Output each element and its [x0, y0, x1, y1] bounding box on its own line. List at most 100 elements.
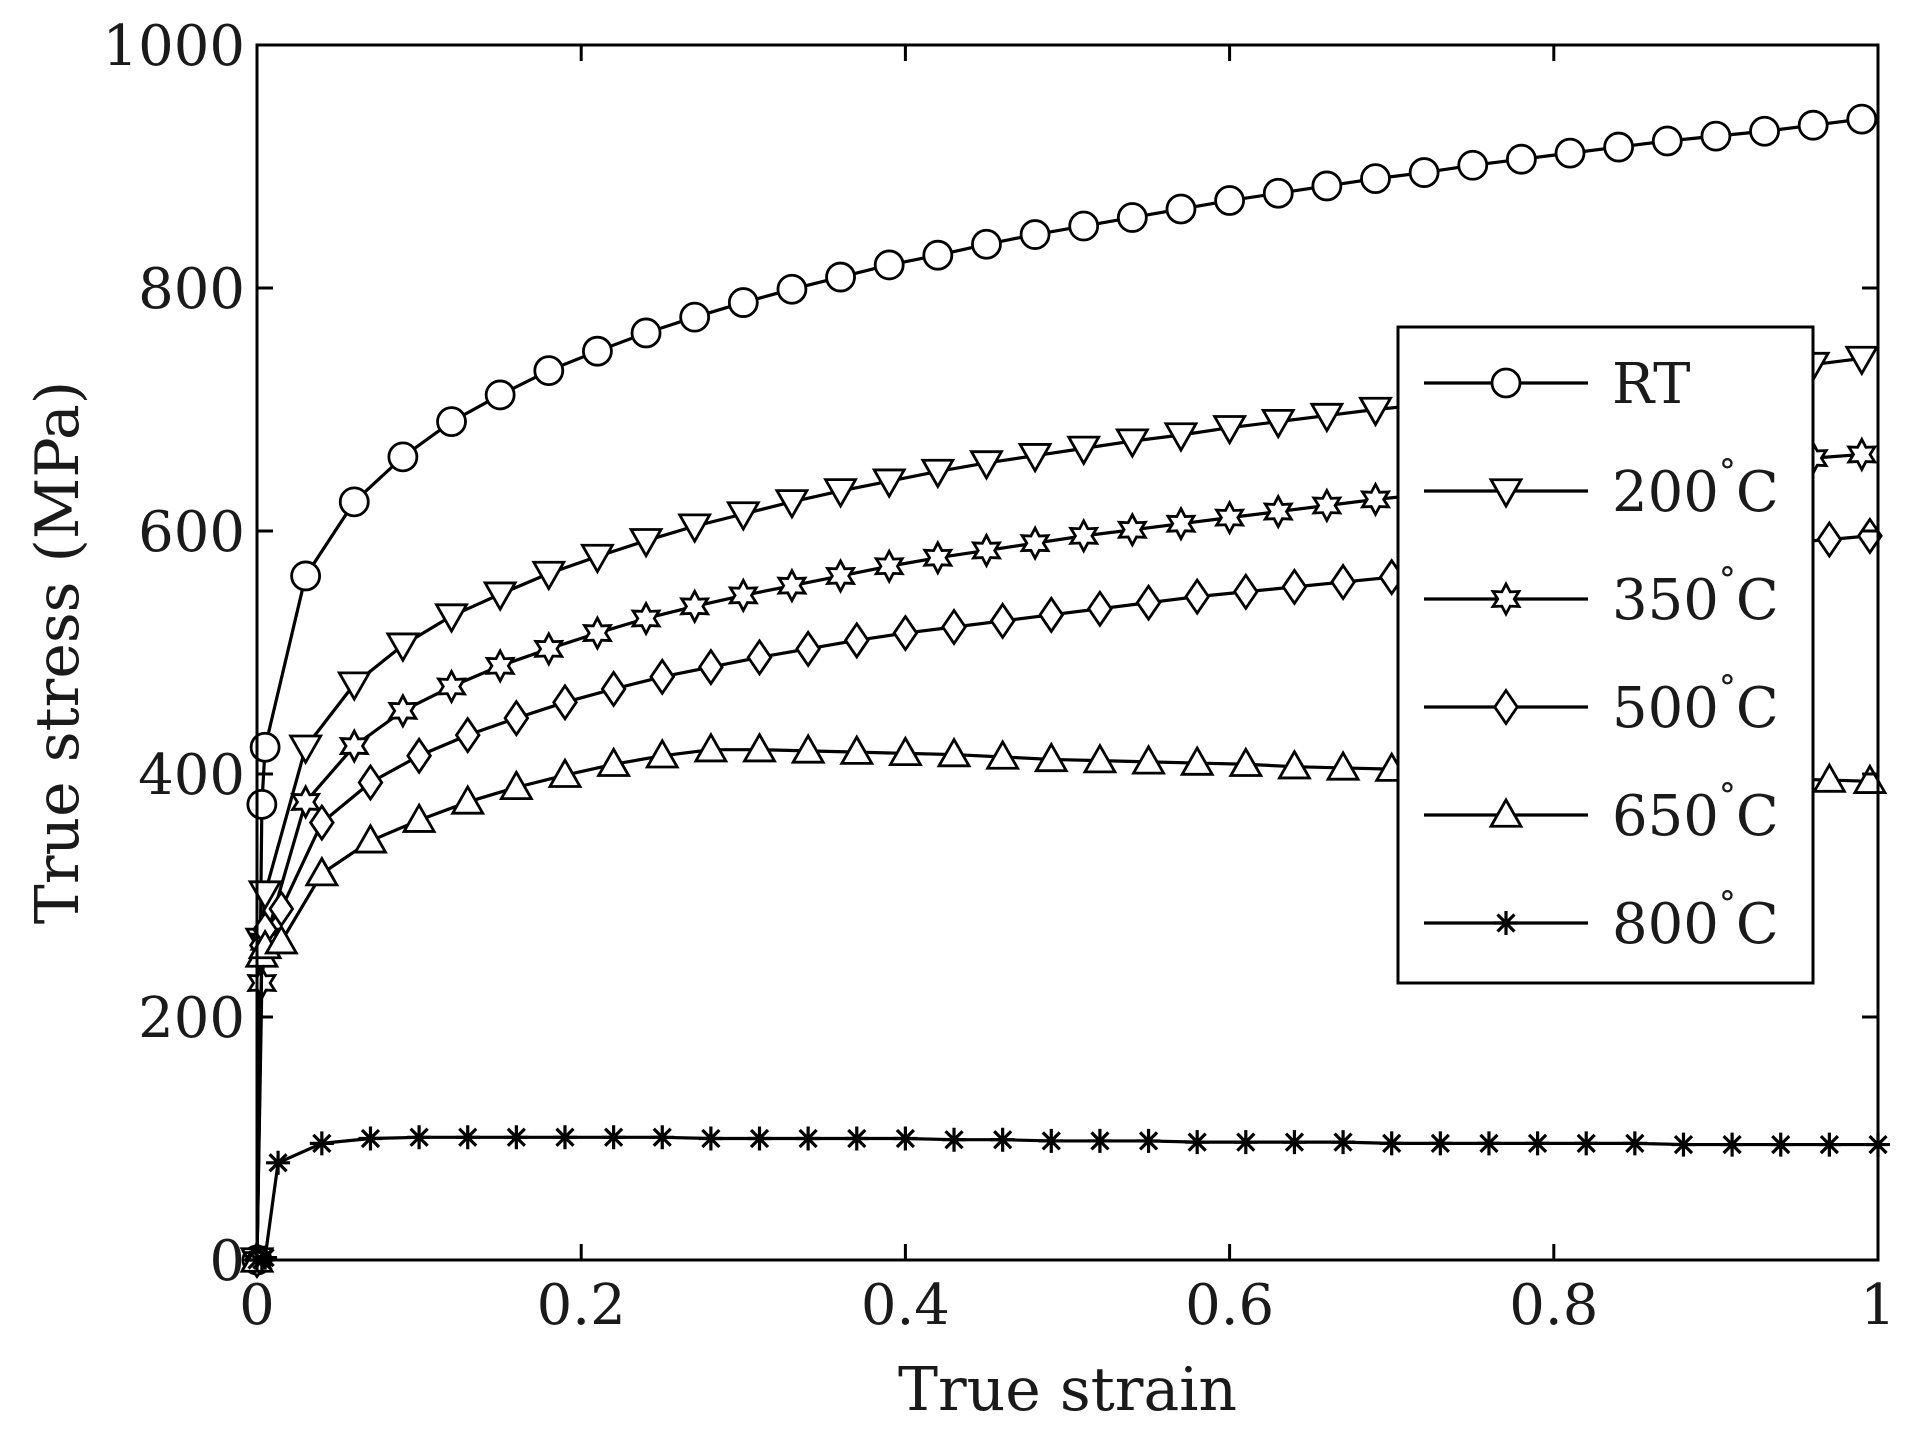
data-point-rt-31: [1651, 125, 1683, 157]
data-point-650-c-22: [1179, 745, 1215, 776]
data-point-650-c-24: [1277, 748, 1312, 780]
data-point-rt-24: [1311, 170, 1343, 202]
data-point-500-c-20: [1086, 589, 1113, 628]
data-point-650-c-19: [1033, 741, 1069, 773]
data-point-800-c-27: [1428, 1131, 1453, 1156]
data-point-200-c-20: [1114, 428, 1150, 459]
legend-marker-rt: [1490, 367, 1522, 399]
data-point-800-c-6: [407, 1125, 432, 1150]
data-point-800-c-13: [747, 1126, 772, 1151]
data-point-500-c-6: [406, 736, 433, 775]
data-point-800-c-24: [1282, 1130, 1307, 1155]
x-tick-label-4: 0.8: [1509, 1273, 1598, 1338]
data-point-350-c-6: [435, 668, 468, 705]
data-point-rt-22: [1214, 185, 1245, 216]
data-point-rt-11: [679, 301, 711, 333]
data-point-350-c-4: [338, 728, 370, 765]
data-point-rt-14: [825, 261, 856, 293]
data-point-200-c-9: [579, 543, 615, 575]
data-point-rt-27: [1457, 149, 1489, 181]
data-point-200-c-13: [774, 489, 810, 520]
data-point-rt-2: [249, 731, 281, 763]
data-point-800-c-28: [1476, 1131, 1501, 1156]
legend-entry-350-c: 350°C: [1424, 560, 1779, 633]
data-point-650-c-4: [304, 855, 340, 887]
data-point-500-c-16: [892, 614, 919, 653]
y-axis-label: True stress (MPa): [23, 381, 93, 924]
legend-entry-rt: RT: [1424, 352, 1691, 417]
data-point-rt-25: [1360, 163, 1391, 195]
data-point-200-c-8: [531, 560, 567, 592]
data-point-200-c-16: [920, 458, 956, 490]
data-point-650-c-6: [401, 802, 437, 833]
data-point-rt-13: [776, 273, 808, 305]
y-tick-label-2: 400: [138, 743, 245, 808]
data-point-350-c-25: [1359, 481, 1392, 518]
legend-label-200-c: 200°C: [1612, 452, 1779, 525]
data-point-rt-17: [971, 228, 1002, 260]
data-point-800-c-12: [698, 1126, 723, 1151]
data-point-650-c-35: [1811, 762, 1847, 793]
data-point-500-c-22: [1184, 577, 1211, 616]
data-point-rt-30: [1603, 131, 1635, 163]
y-tick-label-4: 800: [138, 257, 245, 322]
data-point-800-c-9: [552, 1125, 577, 1150]
legend-entry-500-c: 500°C: [1424, 668, 1779, 741]
data-point-200-c-15: [871, 468, 907, 500]
data-point-650-c-13: [742, 731, 777, 763]
data-point-350-c-20: [1116, 511, 1148, 548]
data-point-800-c-19: [1039, 1128, 1064, 1153]
data-point-200-c-23: [1260, 408, 1296, 440]
data-point-800-c-14: [796, 1126, 821, 1151]
data-point-200-c-17: [969, 450, 1004, 481]
data-point-650-c-12: [693, 731, 729, 763]
data-point-650-c-25: [1325, 750, 1361, 781]
legend-entry-650-c: 650°C: [1424, 776, 1779, 849]
data-point-650-c-10: [596, 746, 632, 777]
legend-entry-200-c: 200°C: [1424, 452, 1779, 525]
data-point-800-c-20: [1087, 1128, 1112, 1153]
data-point-350-c-19: [1068, 517, 1100, 554]
data-point-800-c-3: [266, 1150, 291, 1175]
data-point-rt-8: [533, 355, 565, 387]
data-point-500-c-25: [1330, 563, 1357, 602]
data-point-350-c-8: [533, 630, 565, 667]
data-point-500-c-5: [357, 763, 384, 802]
data-point-650-c-23: [1228, 746, 1264, 777]
data-point-800-c-30: [1574, 1131, 1599, 1156]
x-axis-label: True strain: [898, 1355, 1237, 1425]
data-point-650-c-11: [644, 737, 680, 769]
data-point-350-c-17: [970, 532, 1003, 569]
data-point-350-c-21: [1165, 505, 1197, 542]
data-point-rt-16: [922, 239, 954, 271]
data-point-rt-6: [436, 406, 467, 438]
data-point-200-c-12: [725, 501, 761, 532]
data-point-650-c-15: [839, 734, 875, 765]
legend-label-rt: RT: [1612, 352, 1691, 417]
data-point-500-c-9: [552, 683, 578, 722]
data-point-800-c-29: [1525, 1131, 1550, 1156]
data-point-rt-28: [1505, 143, 1537, 175]
data-point-rt-1: [246, 788, 278, 820]
data-point-800-c-5: [358, 1126, 383, 1151]
series-800-c: [245, 1125, 1890, 1272]
data-point-800-c-10: [601, 1125, 626, 1150]
legend-marker-200-c: [1488, 478, 1524, 509]
data-point-200-c-3: [288, 734, 324, 766]
data-point-500-c-23: [1232, 572, 1259, 611]
data-point-800-c-35: [1817, 1132, 1842, 1157]
legend: RT 200°C 350°C 500°C 650°C 800°C: [1396, 325, 1815, 985]
data-point-500-c-7: [454, 716, 481, 755]
data-point-800-c-23: [1233, 1130, 1258, 1155]
x-tick-label-5: 1: [1860, 1273, 1896, 1338]
data-point-200-c-11: [677, 513, 713, 544]
data-point-800-c-8: [504, 1125, 529, 1150]
data-point-rt-19: [1068, 210, 1100, 242]
data-point-650-c-9: [547, 757, 583, 788]
data-point-200-c-25: [1358, 396, 1393, 428]
data-point-rt-35: [1846, 103, 1878, 135]
data-point-800-c-18: [990, 1127, 1015, 1152]
data-point-800-c-25: [1331, 1130, 1356, 1155]
